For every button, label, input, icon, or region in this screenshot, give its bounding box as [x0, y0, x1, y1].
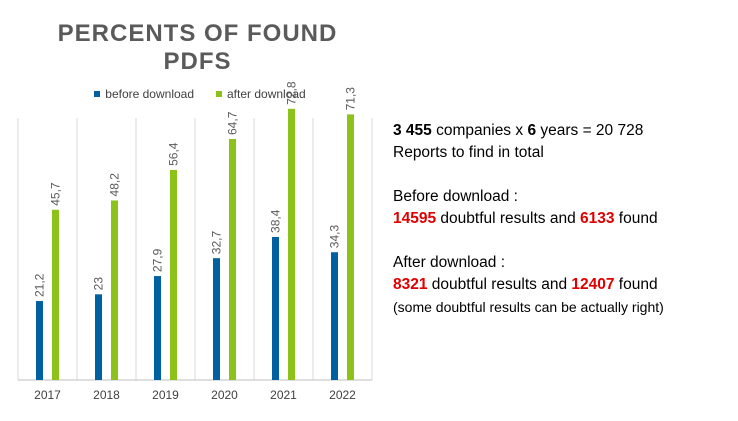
x-tick-label: 2019	[152, 388, 179, 402]
legend-label-after: after download	[227, 87, 306, 101]
chart-legend: before download after download	[0, 87, 400, 101]
legend-item-before: before download	[94, 87, 194, 101]
legend-item-after: after download	[216, 87, 306, 101]
bar-after	[111, 200, 118, 380]
data-label: 38,4	[269, 209, 283, 233]
summary-panel: 3 455 companies x 6 years = 20 728 Repor…	[393, 120, 733, 318]
bar-before	[36, 301, 43, 380]
data-label: 34,3	[328, 225, 342, 249]
x-tick-label: 2021	[270, 388, 297, 402]
data-label: 21,2	[33, 273, 47, 297]
after-doubtful-count: 8321	[393, 276, 428, 293]
data-label: 48,2	[108, 173, 122, 197]
bar-after	[347, 114, 354, 380]
before-middle-text: doubtful results and	[436, 210, 581, 227]
bar-before	[213, 258, 220, 380]
data-label: 23	[92, 277, 106, 291]
after-heading: After download :	[393, 254, 506, 271]
years-text: years = 20 728	[536, 122, 644, 139]
data-label: 64,7	[226, 111, 240, 135]
legend-label-before: before download	[105, 87, 194, 101]
summary-line-1: 3 455 companies x 6 years = 20 728	[393, 120, 733, 142]
before-end-text: found	[614, 210, 658, 227]
data-label: 27,9	[151, 248, 165, 272]
x-tick-label: 2018	[93, 388, 120, 402]
after-middle-text: doubtful results and	[427, 276, 572, 293]
data-label: 72,8	[285, 81, 299, 105]
summary-line-2: Reports to find in total	[393, 144, 544, 161]
x-tick-label: 2022	[329, 388, 356, 402]
chart-title: PERCENTS OF FOUND PDFS	[57, 20, 338, 75]
x-tick-label: 2020	[211, 388, 238, 402]
bar-after	[229, 138, 236, 380]
legend-swatch-after	[216, 91, 222, 97]
before-found-count: 6133	[580, 210, 615, 227]
data-label: 71,3	[344, 87, 358, 111]
bar-before	[154, 276, 161, 380]
after-found-count: 12407	[571, 276, 615, 293]
before-line: 14595 doubtful results and 6133 found	[393, 208, 733, 230]
x-tick-label: 2017	[34, 388, 61, 402]
years-count: 6	[527, 122, 537, 139]
companies-text: companies x	[431, 122, 528, 139]
before-doubtful-count: 14595	[393, 210, 437, 227]
bar-before	[331, 252, 338, 380]
after-note: (some doubtful results can be actually r…	[393, 299, 664, 315]
bar-after	[170, 169, 177, 380]
companies-count: 3 455	[393, 122, 432, 139]
bar-before	[272, 236, 279, 380]
data-label: 56,4	[167, 142, 181, 166]
legend-swatch-before	[94, 91, 101, 97]
data-label: 45,7	[49, 182, 63, 206]
bar-before	[95, 294, 102, 380]
after-line: 8321 doubtful results and 12407 found	[393, 274, 733, 296]
data-label: 32,7	[210, 231, 224, 255]
after-end-text: found	[614, 276, 658, 293]
before-heading: Before download :	[393, 188, 518, 205]
bar-after	[288, 108, 295, 380]
bar-after	[52, 209, 59, 380]
